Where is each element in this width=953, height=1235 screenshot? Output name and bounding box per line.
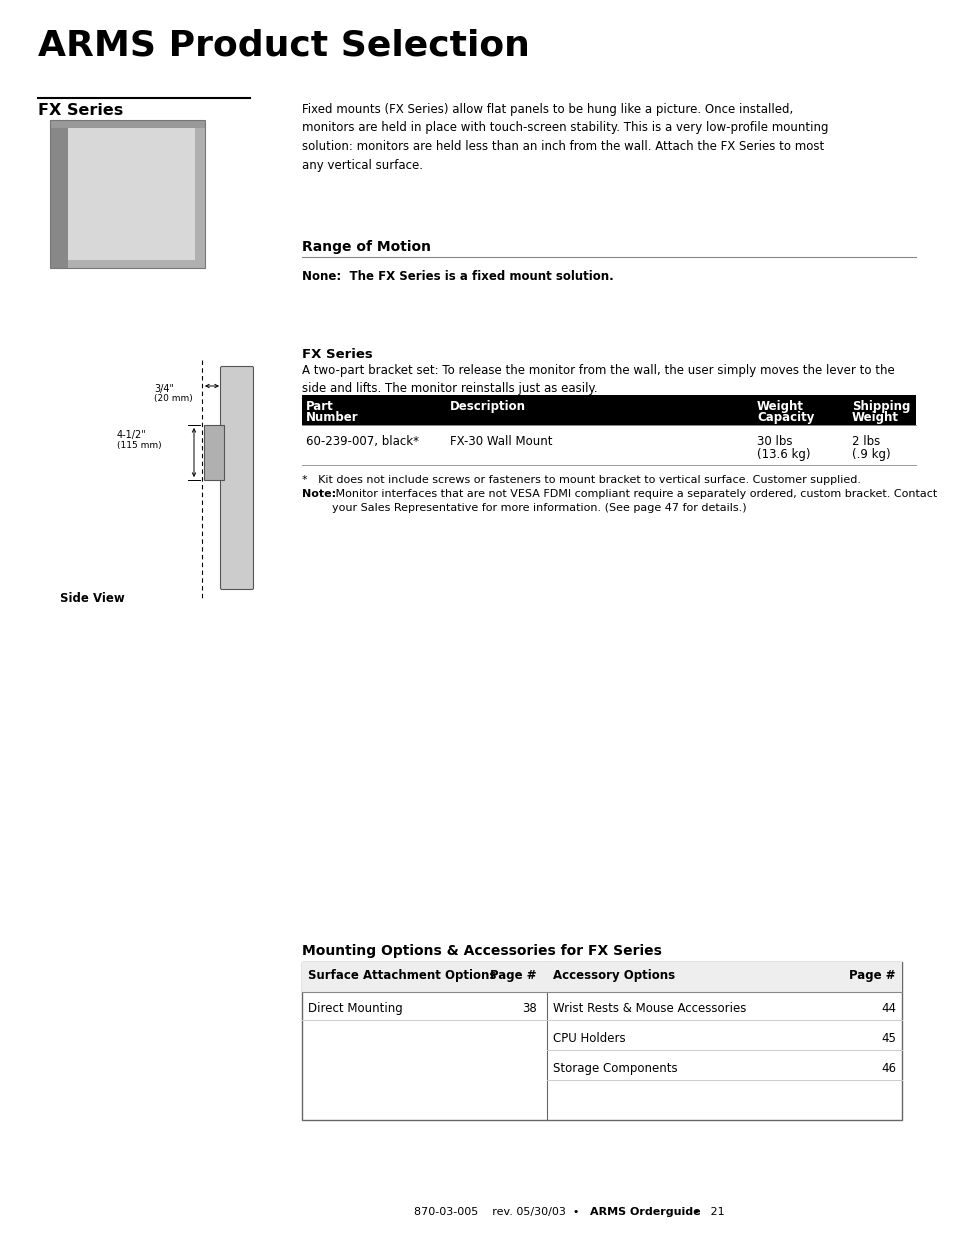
Text: Wrist Rests & Mouse Accessories: Wrist Rests & Mouse Accessories (553, 1002, 745, 1015)
Text: *   Kit does not include screws or fasteners to mount bracket to vertical surfac: * Kit does not include screws or fastene… (302, 475, 861, 485)
Text: Monitor interfaces that are not VESA FDMI compliant require a separately ordered: Monitor interfaces that are not VESA FDM… (332, 489, 936, 513)
Text: 38: 38 (521, 1002, 537, 1015)
Text: 30 lbs: 30 lbs (757, 435, 792, 448)
Text: Description: Description (450, 400, 525, 412)
Text: Weight: Weight (757, 400, 803, 412)
Text: Surface Attachment Options: Surface Attachment Options (308, 969, 496, 982)
Text: 60-239-007, black*: 60-239-007, black* (306, 435, 418, 448)
Text: 870-03-005    rev. 05/30/03  •: 870-03-005 rev. 05/30/03 • (414, 1207, 589, 1216)
Text: Fixed mounts (FX Series) allow flat panels to be hung like a picture. Once insta: Fixed mounts (FX Series) allow flat pane… (302, 103, 827, 172)
Text: 44: 44 (880, 1002, 895, 1015)
Bar (50, 120, 68, 268)
Text: Part: Part (306, 400, 334, 412)
Text: CPU Holders: CPU Holders (553, 1032, 625, 1045)
Text: Page #: Page # (848, 969, 895, 982)
Text: (115 mm): (115 mm) (117, 441, 161, 450)
Text: Number: Number (306, 411, 358, 424)
Text: 46: 46 (880, 1062, 895, 1074)
Text: (20 mm): (20 mm) (153, 394, 193, 403)
Text: Accessory Options: Accessory Options (553, 969, 675, 982)
Text: FX-30 Wall Mount: FX-30 Wall Mount (450, 435, 552, 448)
Text: Page #: Page # (490, 969, 537, 982)
Text: Direct Mounting: Direct Mounting (308, 1002, 402, 1015)
Bar (50, 120, 205, 128)
Text: None:  The FX Series is a fixed mount solution.: None: The FX Series is a fixed mount sol… (302, 270, 613, 283)
Text: Storage Components: Storage Components (553, 1062, 677, 1074)
Text: 2 lbs: 2 lbs (851, 435, 880, 448)
Text: •   21: • 21 (682, 1207, 724, 1216)
Text: ARMS Product Selection: ARMS Product Selection (38, 28, 529, 62)
Text: FX Series: FX Series (302, 348, 373, 361)
Bar (302, 962, 901, 1120)
Text: ARMS Orderguide: ARMS Orderguide (589, 1207, 700, 1216)
Text: (13.6 kg): (13.6 kg) (757, 448, 810, 461)
Text: Capacity: Capacity (757, 411, 814, 424)
Text: Range of Motion: Range of Motion (302, 240, 431, 254)
Text: 45: 45 (881, 1032, 895, 1045)
Text: A two-part bracket set: To release the monitor from the wall, the user simply mo: A two-part bracket set: To release the m… (302, 364, 894, 395)
Text: (.9 kg): (.9 kg) (851, 448, 890, 461)
Text: Shipping: Shipping (851, 400, 909, 412)
Bar (204, 425, 224, 480)
Text: 3/4": 3/4" (153, 384, 173, 394)
Text: FX Series: FX Series (38, 103, 123, 119)
FancyBboxPatch shape (220, 367, 253, 589)
Bar (302, 962, 901, 992)
Bar (68, 128, 194, 261)
Bar (50, 120, 205, 268)
Text: 4-1/2": 4-1/2" (117, 430, 147, 440)
Text: Note:: Note: (302, 489, 335, 499)
Text: Side View: Side View (60, 592, 125, 605)
Bar (302, 395, 915, 425)
Text: Weight: Weight (851, 411, 898, 424)
Bar (50, 120, 205, 268)
Text: Mounting Options & Accessories for FX Series: Mounting Options & Accessories for FX Se… (302, 944, 661, 958)
